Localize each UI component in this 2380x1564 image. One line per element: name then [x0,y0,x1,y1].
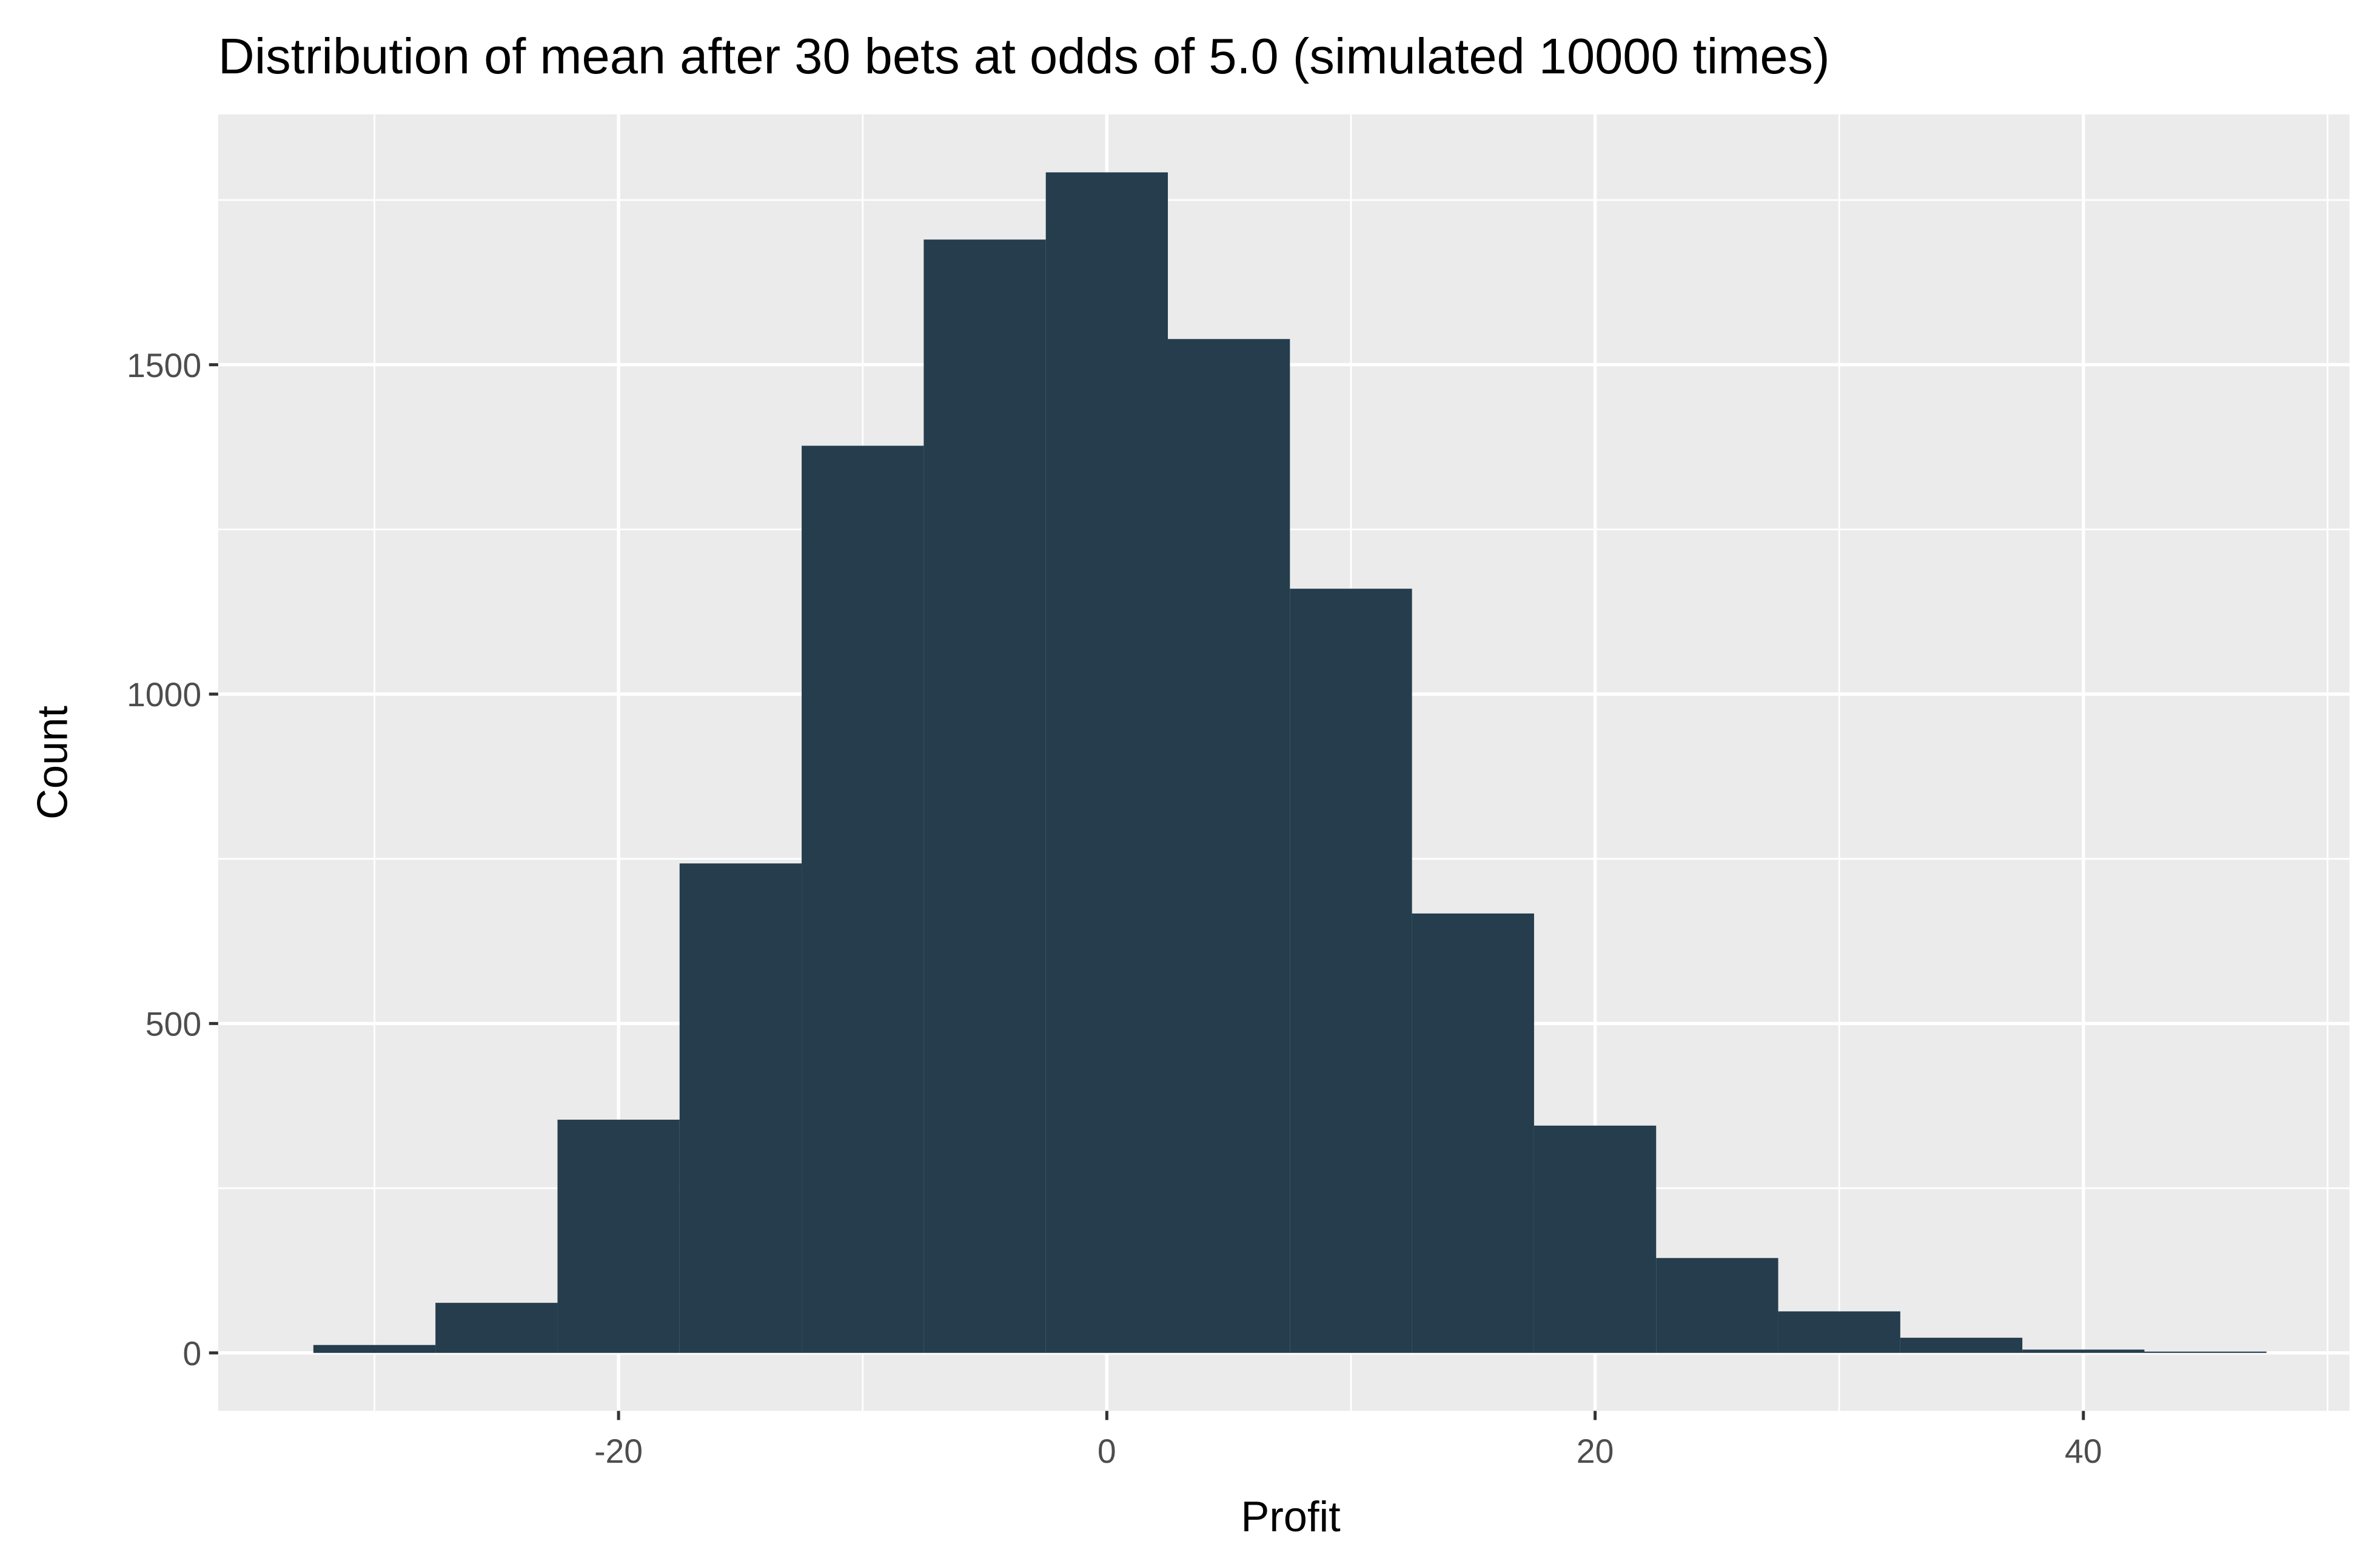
y-tick-label: 1500 [127,347,201,384]
x-axis-label: Profit [1241,1492,1341,1540]
bar [435,1303,558,1353]
x-tick-label: 20 [1577,1432,1614,1470]
bar [2144,1351,2267,1353]
bar [1900,1337,2023,1353]
bar [1167,339,1290,1353]
bar [557,1120,680,1353]
chart-title: Distribution of mean after 30 bets at od… [218,28,1830,84]
bar [1778,1311,1900,1353]
bar [1534,1125,1657,1353]
y-tick-label: 500 [146,1006,201,1043]
bar [1656,1258,1778,1353]
bar [679,863,802,1353]
x-tick-label: 0 [1098,1432,1116,1470]
bar [924,239,1046,1353]
bar [1290,589,1412,1353]
bar [1045,172,1168,1353]
bar [313,1345,436,1353]
bar [802,446,924,1353]
y-tick-label: 1000 [127,676,201,713]
y-axis-label: Count [28,706,76,820]
bar [2022,1349,2145,1353]
y-tick-label: 0 [183,1335,201,1372]
bar [1412,913,1534,1353]
x-tick-label: -20 [594,1432,643,1470]
x-tick-label: 40 [2065,1432,2102,1470]
